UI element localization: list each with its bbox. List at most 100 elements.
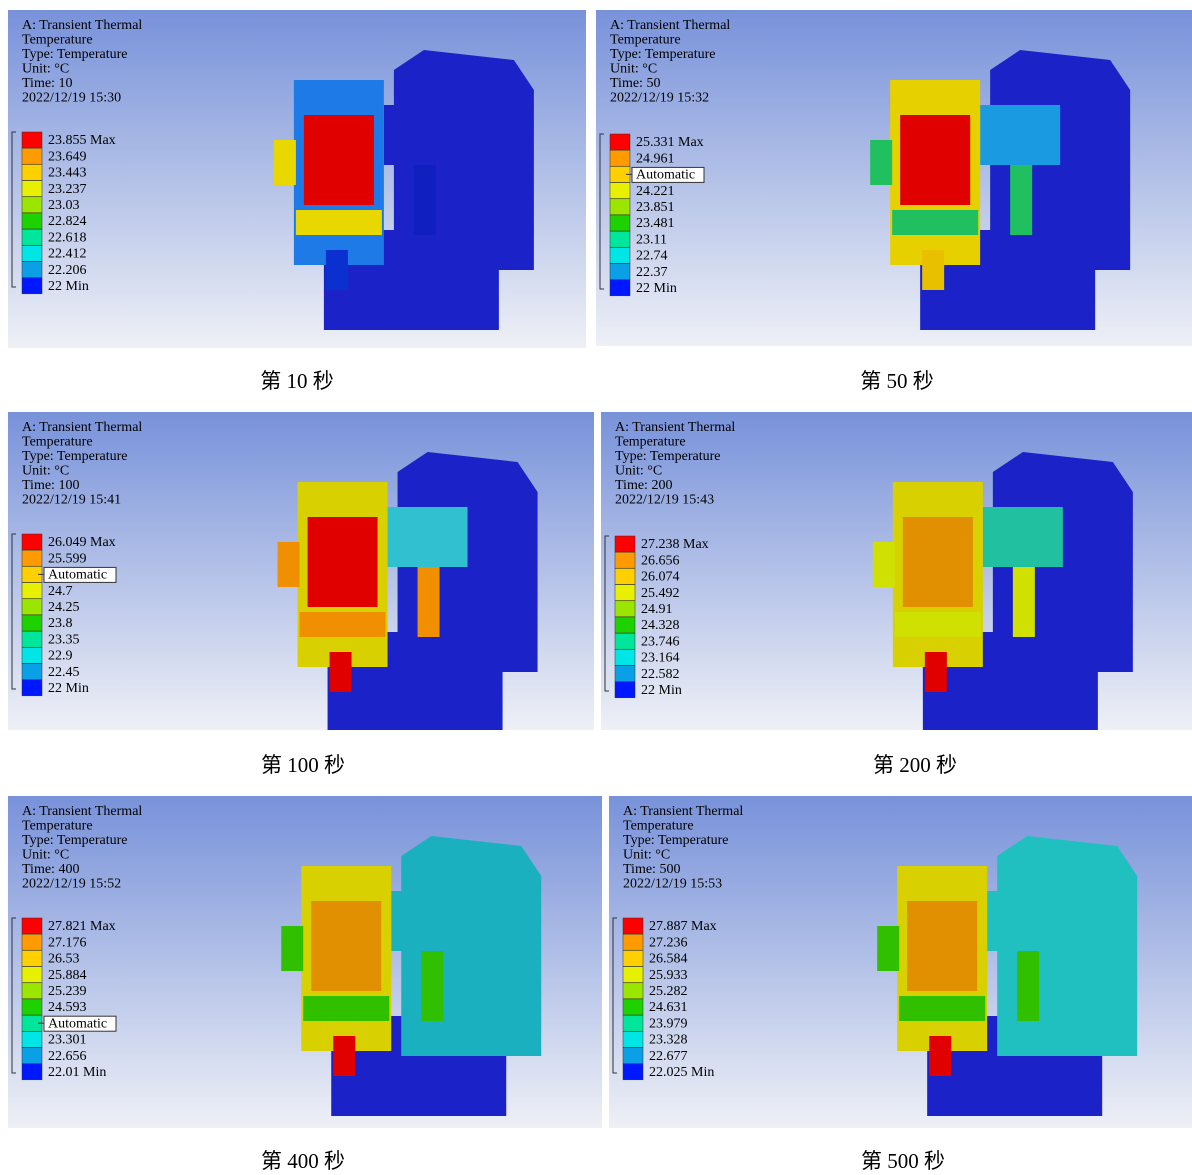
header-line: Unit: °C [22, 62, 69, 77]
legend-label: 23.443 [48, 166, 87, 181]
header-line: Type: Temperature [22, 449, 127, 464]
header-line: Time: 500 [623, 862, 680, 877]
legend-label: 22 Min [641, 683, 682, 698]
caption: 第 100 秒 [203, 749, 403, 779]
legend-label: 24.961 [636, 151, 675, 166]
legend-swatch [22, 583, 42, 599]
header-line: Temperature [623, 819, 694, 834]
header-line: Time: 10 [22, 76, 72, 91]
right-stem [1017, 951, 1039, 1021]
legend-label: 26.049 Max [48, 535, 116, 550]
legend-label: 26.074 [641, 570, 680, 585]
legend-label: 22.412 [48, 247, 87, 262]
header-line: Time: 100 [22, 478, 79, 493]
legend-swatch [615, 601, 635, 617]
legend-label: 22 Min [48, 279, 89, 294]
side-tab [274, 140, 296, 185]
legend-swatch [610, 280, 630, 296]
legend-swatch [22, 615, 42, 631]
page: A: Transient ThermalTemperatureType: Tem… [0, 0, 1192, 1170]
core [900, 115, 970, 205]
caption: 第 400 秒 [203, 1145, 403, 1175]
right-stem [414, 165, 436, 235]
header-line: Unit: °C [623, 848, 670, 863]
header-line: Unit: °C [22, 464, 69, 479]
header-line: Time: 200 [615, 478, 672, 493]
side-tab [278, 542, 300, 587]
legend-swatch [22, 631, 42, 647]
legend-label: 26.584 [649, 952, 688, 967]
legend-label: 22.01 Min [48, 1065, 106, 1080]
legend-swatch [22, 918, 42, 934]
legend-swatch [610, 231, 630, 247]
core [304, 115, 374, 205]
legend-swatch [615, 633, 635, 649]
legend-swatch [22, 1031, 42, 1047]
header-line: A: Transient Thermal [22, 18, 142, 33]
legend-swatch [610, 247, 630, 263]
legend-swatch [623, 1031, 643, 1047]
legend-label: 27.887 Max [649, 919, 717, 934]
legend-label: 23.8 [48, 616, 73, 631]
caption: 第 10 秒 [197, 365, 397, 395]
legend-label: Automatic [48, 568, 107, 583]
header-line: 2022/12/19 15:43 [615, 493, 714, 508]
stem [330, 652, 352, 692]
right-stem [421, 951, 443, 1021]
legend-label: 25.884 [48, 968, 87, 983]
header-line: A: Transient Thermal [615, 420, 735, 435]
legend-swatch [610, 183, 630, 199]
legend-label: 26.53 [48, 952, 80, 967]
legend-swatch [22, 680, 42, 696]
right-part [391, 891, 471, 951]
header-line: Temperature [22, 33, 93, 48]
legend-swatch [615, 585, 635, 601]
legend-label: 27.238 Max [641, 537, 709, 552]
legend-label: 27.821 Max [48, 919, 116, 934]
legend-label: 22.618 [48, 230, 87, 245]
caption: 第 50 秒 [797, 365, 997, 395]
header-line: 2022/12/19 15:52 [22, 877, 121, 892]
legend-swatch [22, 262, 42, 278]
header-line: 2022/12/19 15:30 [22, 91, 121, 106]
right-part [980, 105, 1060, 165]
legend-swatch [22, 229, 42, 245]
legend-label: 25.599 [48, 551, 87, 566]
legend-label: 23.301 [48, 1033, 87, 1048]
legend-swatch [610, 150, 630, 166]
band [303, 996, 389, 1021]
core [311, 901, 381, 991]
legend-label: 24.91 [641, 602, 673, 617]
legend-label: 25.239 [48, 984, 87, 999]
header-line: Temperature [22, 435, 93, 450]
legend-swatch [610, 134, 630, 150]
header-line: Unit: °C [22, 848, 69, 863]
caption: 第 200 秒 [815, 749, 1015, 779]
legend-swatch [610, 215, 630, 231]
stem [333, 1036, 355, 1076]
legend-label: 26.656 [641, 553, 680, 568]
legend-label: 23.649 [48, 149, 87, 164]
result-panel: A: Transient ThermalTemperatureType: Tem… [601, 412, 1192, 730]
legend-label: 22.37 [636, 265, 668, 280]
legend-label: 27.176 [48, 935, 87, 950]
legend-swatch [22, 934, 42, 950]
right-stem [418, 567, 440, 637]
legend-label: 22.656 [48, 1049, 87, 1064]
side-tab [870, 140, 892, 185]
legend-label: 23.746 [641, 634, 680, 649]
header-line: 2022/12/19 15:32 [610, 91, 709, 106]
legend-label: 22.025 Min [649, 1065, 714, 1080]
legend-label: 22.45 [48, 665, 80, 680]
legend-label: 22.582 [641, 667, 680, 682]
band [296, 210, 382, 235]
stem [929, 1036, 951, 1076]
right-part [983, 507, 1063, 567]
legend-swatch [22, 278, 42, 294]
legend-swatch [615, 617, 635, 633]
legend-swatch [22, 1064, 42, 1080]
legend-label: 23.481 [636, 216, 675, 231]
legend-label: Automatic [636, 168, 695, 183]
right-part [388, 507, 468, 567]
